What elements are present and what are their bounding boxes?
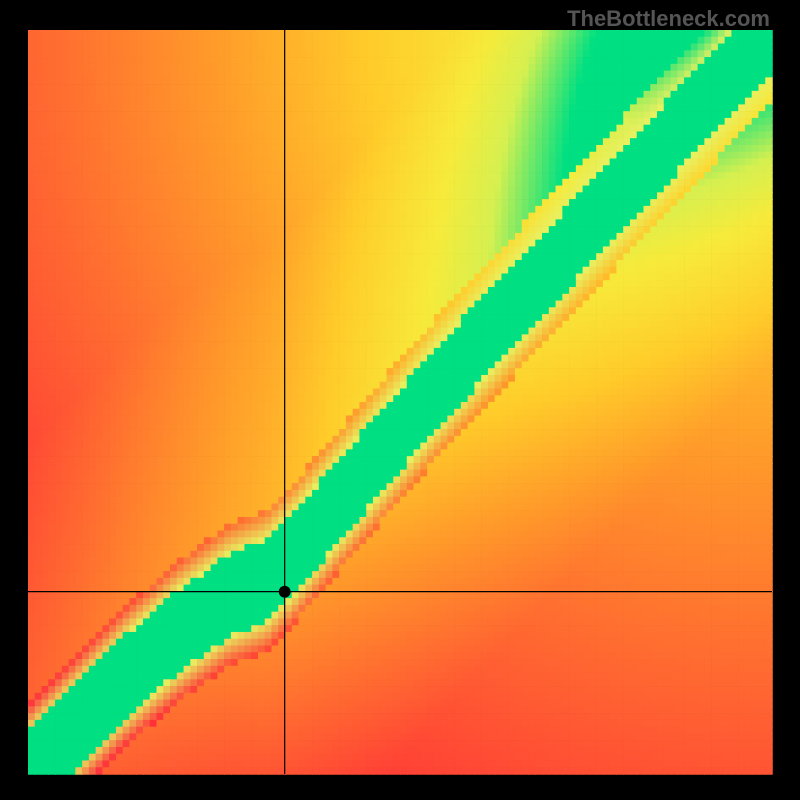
bottleneck-heatmap (0, 0, 800, 800)
watermark-text: TheBottleneck.com (567, 6, 770, 32)
chart-container: TheBottleneck.com (0, 0, 800, 800)
